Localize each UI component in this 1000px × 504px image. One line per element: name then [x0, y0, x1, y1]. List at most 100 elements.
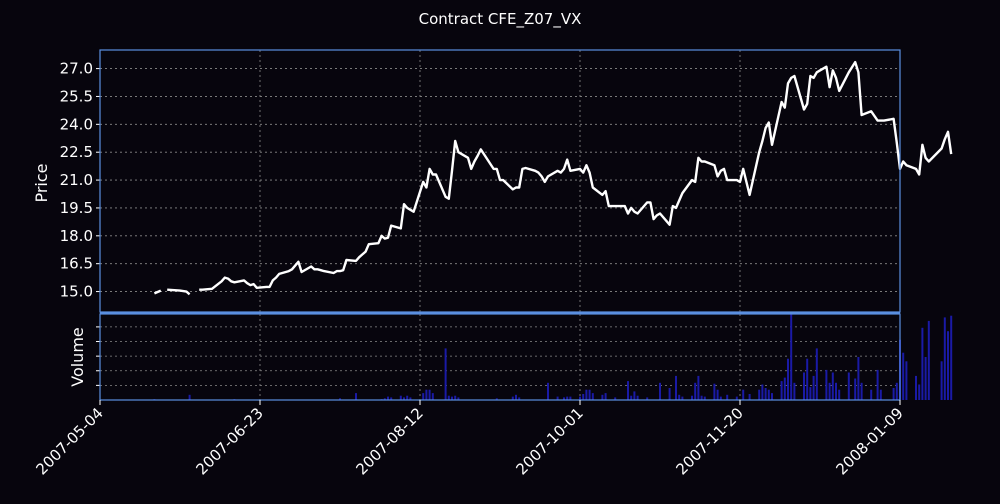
volume-bar [444, 348, 447, 400]
volume-bar [854, 378, 857, 400]
volume-bar [764, 388, 767, 400]
volume-bar [387, 396, 389, 400]
price-y-tick-label: 25.5 [60, 87, 93, 105]
volume-bar [582, 394, 585, 400]
volume-bar [604, 393, 607, 400]
volume-bar [780, 381, 783, 400]
volume-bar [646, 397, 649, 400]
volume-bar [339, 398, 341, 400]
volume-bar [556, 396, 559, 400]
volume-bar [566, 396, 569, 400]
volume-bar [188, 394, 191, 400]
volume-bar [447, 395, 450, 400]
volume-bar [563, 397, 565, 400]
volume-bar [406, 395, 409, 400]
volume-bar [787, 358, 789, 400]
volume-bar [495, 398, 498, 400]
volume-bar [569, 396, 572, 400]
price-panel-frame [99, 49, 901, 313]
price-y-tick-label: 21.0 [60, 171, 93, 189]
volume-bar [742, 389, 745, 400]
volume-bar [591, 393, 594, 400]
volume-bar [895, 382, 898, 400]
volume-bar [783, 377, 786, 400]
volume-bar [943, 317, 946, 400]
volume-bar [748, 394, 751, 400]
volume-bar [399, 395, 402, 400]
volume-bar [831, 372, 834, 400]
volume-bar [806, 358, 809, 400]
volume-bar [659, 382, 661, 400]
price-series-line [167, 288, 191, 296]
volume-bar [803, 372, 805, 400]
volume-bar [511, 396, 514, 400]
volume-panel-frame [99, 313, 901, 401]
volume-bar [860, 382, 863, 400]
volume-bar [614, 397, 617, 400]
volume-bar [809, 387, 812, 400]
volume-bar [857, 357, 860, 400]
volume-bar [835, 382, 837, 400]
volume-bar [812, 375, 815, 400]
volume-bar [454, 395, 457, 400]
price-y-tick-label: 27.0 [60, 60, 93, 78]
volume-bar [425, 389, 428, 400]
volume-bar [767, 389, 770, 400]
price-y-tick-label: 24.0 [60, 115, 93, 133]
volume-bar [697, 375, 700, 400]
volume-bar [518, 397, 521, 400]
volume-bar [940, 361, 943, 400]
volume-bar [588, 389, 591, 400]
price-y-tick-label: 15.0 [60, 283, 93, 301]
volume-bar [428, 389, 431, 400]
volume-bar [950, 315, 953, 400]
volume-bar [924, 357, 927, 400]
volume-bar [627, 381, 629, 400]
volume-bar [403, 397, 405, 400]
price-y-tick-label: 19.5 [60, 199, 93, 217]
volume-bar [691, 395, 693, 400]
volume-bar [431, 393, 434, 400]
volume-bar [927, 320, 930, 400]
volume-bar [815, 348, 818, 400]
volume-bar [547, 382, 549, 400]
volume-bar [870, 389, 873, 400]
volume-bar [719, 396, 722, 400]
price-y-tick-label: 22.5 [60, 143, 93, 161]
volume-bar [700, 395, 703, 400]
price-panel: 15.0 16.5 18.0 19.5 21.0 22.5 24.0 25.5 27.0 [60, 49, 953, 313]
volume-bar [915, 375, 917, 400]
volume-bar [630, 395, 633, 400]
volume-bar [585, 389, 588, 400]
volume-bar [793, 382, 796, 400]
volume-bar [383, 398, 386, 400]
price-series-line [199, 60, 953, 291]
volume-bar [390, 397, 393, 400]
volume-bar [355, 393, 357, 400]
volume-bar [515, 394, 517, 400]
chart-title: Contract CFE_Z07_VX [419, 10, 582, 29]
volume-bar [905, 361, 908, 400]
volume-bar [633, 391, 636, 400]
volume-bar [601, 394, 604, 400]
volume-bar [451, 396, 453, 400]
volume-bar [847, 372, 850, 400]
volume-bar [790, 314, 793, 400]
volume-bar [735, 396, 738, 400]
volume-bar [636, 395, 639, 400]
volume-bar [838, 389, 841, 400]
volume-bar [422, 393, 425, 400]
volume-bar [758, 389, 761, 400]
volume-bar [825, 369, 828, 400]
volume-bar [409, 397, 412, 400]
volume-bar [675, 375, 677, 400]
volume-bar [726, 394, 729, 400]
volume-bar [703, 396, 706, 400]
volume-bar [579, 396, 581, 400]
price-axis-label: Price [32, 163, 51, 202]
volume-bar [694, 382, 697, 400]
volume-bar [681, 396, 684, 400]
volume-bar [761, 384, 764, 400]
